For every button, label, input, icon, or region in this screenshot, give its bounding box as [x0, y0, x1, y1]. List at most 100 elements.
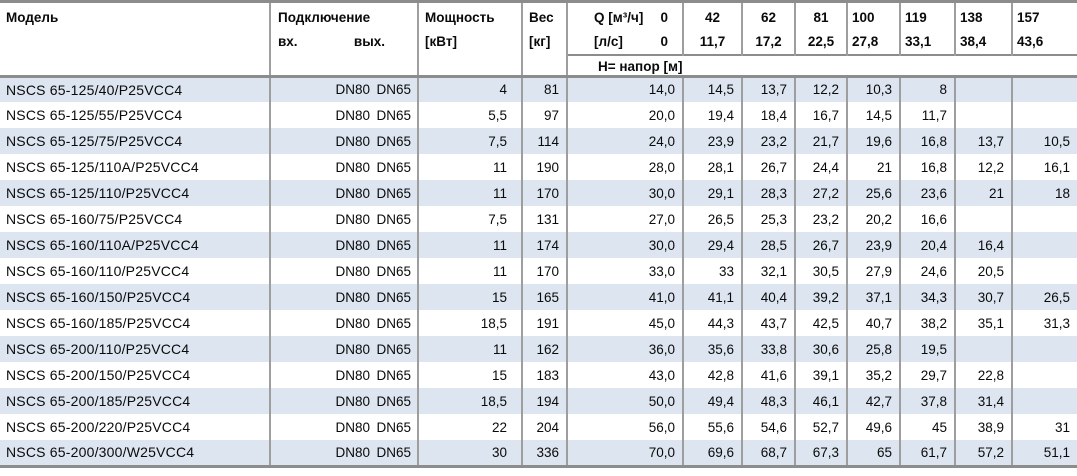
head-cell: 30,5 [795, 258, 849, 284]
dn-in-cell: DN80 [335, 263, 370, 279]
power-unit: [кВт] [425, 34, 457, 49]
head-cell: 28,0 [567, 154, 685, 180]
column-header-flow-138: 138 38,4 [955, 1, 1014, 55]
head-cell [1012, 258, 1077, 284]
head-cell: 24,4 [795, 154, 849, 180]
head-cell: 68,7 [742, 440, 797, 466]
head-cell: 37,8 [900, 388, 957, 414]
model-cell: NSCS 65-125/75/P25VCC4 [0, 128, 271, 154]
table-row: NSCS 65-200/220/P25VCC4 DN80 DN65 22 204… [0, 414, 1077, 440]
head-cell: 41,1 [683, 284, 744, 310]
head-cell: 31,3 [1043, 315, 1071, 331]
dn-in-cell: DN80 [335, 237, 370, 253]
column-header-flow-62: 62 17,2 [742, 1, 797, 55]
head-cell: 69,6 [683, 440, 744, 466]
dn-out-cell: DN65 [372, 206, 420, 232]
weight-cell: 114 [522, 128, 569, 154]
head-cell: 46,1 [795, 388, 849, 414]
dn-out-cell: DN65 [372, 440, 420, 466]
dn-in-cell: DN80 [335, 133, 370, 149]
head-cell [1012, 74, 1077, 102]
power-cell: 11 [418, 336, 524, 362]
head-cell: 29,7 [900, 362, 957, 388]
head-cell: 28,1 [683, 154, 744, 180]
head-cell: 26,7 [795, 232, 849, 258]
head-cell: 12,2 [955, 154, 1014, 180]
head-cell: 26,5 [1043, 289, 1071, 305]
model-cell: NSCS 65-125/110A/P25VCC4 [0, 154, 271, 180]
head-cell: 28,3 [742, 180, 797, 206]
head-cell: 65 [847, 440, 902, 466]
weight-cell: 190 [522, 154, 569, 180]
head-cell: 16,8 [900, 154, 957, 180]
head-cell: 12,2 [795, 74, 849, 102]
head-cell: 10,5 [1043, 133, 1071, 149]
dn-in-cell: DN80 [335, 315, 370, 331]
head-cell: 30,6 [795, 336, 849, 362]
power-cell: 7,5 [418, 128, 524, 154]
column-header-power: Мощность [кВт] [418, 1, 524, 76]
dn-in-cell: DN80 [270, 74, 372, 102]
head-cell [1012, 362, 1077, 388]
dn-out-cell: DN65 [372, 362, 420, 388]
head-cell: 16,8 [900, 128, 957, 154]
dn-out-cell: DN65 [372, 258, 420, 284]
flow-ls: 33,1 [905, 34, 932, 49]
dn-in-cell: DN80 [335, 341, 370, 357]
head-cell: 51,1 [1043, 444, 1071, 460]
head-cell: 49,6 [847, 414, 902, 440]
power-cell: 7,5 [418, 206, 524, 232]
head-cell: 67,3 [795, 440, 849, 466]
head-cell: 31,4 [955, 388, 1014, 414]
head-cell: 23,9 [847, 232, 902, 258]
head-cell: 23,2 [795, 206, 849, 232]
flow-ls: 27,8 [852, 34, 879, 49]
head-cell: 16,4 [955, 232, 1014, 258]
model-cell: NSCS 65-125/40/P25VCC4 [0, 74, 271, 102]
head-cell: 21 [955, 180, 1014, 206]
head-cell: 38,9 [955, 414, 1014, 440]
head-cell: 35,1 [955, 310, 1014, 336]
dn-in-cell: DN80 [335, 185, 370, 201]
table-row: NSCS 65-125/40/P25VCC4 DN80 DN65 4 81 14… [0, 74, 1077, 102]
flow-ls: 38,4 [960, 34, 987, 49]
dn-out-cell: DN65 [372, 232, 420, 258]
column-header-flow-100: 100 27,8 [847, 1, 902, 55]
head-cell: 28,5 [742, 232, 797, 258]
head-cell: 21,7 [795, 128, 849, 154]
table-row: NSCS 65-160/110A/P25VCC4 DN80 DN65 11 17… [0, 232, 1077, 258]
table-row: NSCS 65-200/150/P25VCC4 DN80 DN65 15 183… [0, 362, 1077, 388]
table-row: NSCS 65-125/110/P25VCC4 DN80 DN65 11 170… [0, 180, 1077, 206]
weight-cell: 191 [522, 310, 569, 336]
table-row: NSCS 65-125/75/P25VCC4 DN80 DN65 7,5 114… [0, 128, 1077, 154]
model-cell: NSCS 65-200/300/W25VCC4 [0, 440, 271, 466]
power-cell: 5,5 [418, 102, 524, 128]
head-cell: 41,0 [567, 284, 685, 310]
head-cell: 18,4 [742, 102, 797, 128]
model-cell: NSCS 65-160/75/P25VCC4 [0, 206, 271, 232]
head-cell [1012, 336, 1077, 362]
head-cell: 44,3 [683, 310, 744, 336]
flow-0-ls: 0 [660, 34, 669, 49]
head-cell [1012, 102, 1077, 128]
head-cell: 39,2 [795, 284, 849, 310]
head-cell: 43,0 [567, 362, 685, 388]
flow-m3h: 138 [960, 10, 983, 25]
head-cell: 33,0 [567, 258, 685, 284]
model-cell: NSCS 65-125/110/P25VCC4 [0, 180, 271, 206]
flow-m3h: 62 [761, 10, 777, 25]
connection-outlet-label: вых. [353, 34, 386, 49]
head-cell: 29,4 [683, 232, 744, 258]
power-cell: 4 [418, 74, 524, 102]
weight-cell: 174 [522, 232, 569, 258]
head-cell: 38,2 [900, 310, 957, 336]
head-cell: 27,0 [567, 206, 685, 232]
dn-in-cell: DN80 [335, 159, 370, 175]
connection-sublabels: вх. вых. [271, 26, 417, 50]
head-cell: 13,7 [742, 74, 797, 102]
weight-cell: 170 [522, 258, 569, 284]
flow-unit-ls: [л/с] [594, 34, 623, 49]
table-row: NSCS 65-200/300/W25VCC4 DN80 DN65 30 336… [0, 440, 1077, 466]
head-cell: 48,3 [742, 388, 797, 414]
head-cell: 41,6 [742, 362, 797, 388]
